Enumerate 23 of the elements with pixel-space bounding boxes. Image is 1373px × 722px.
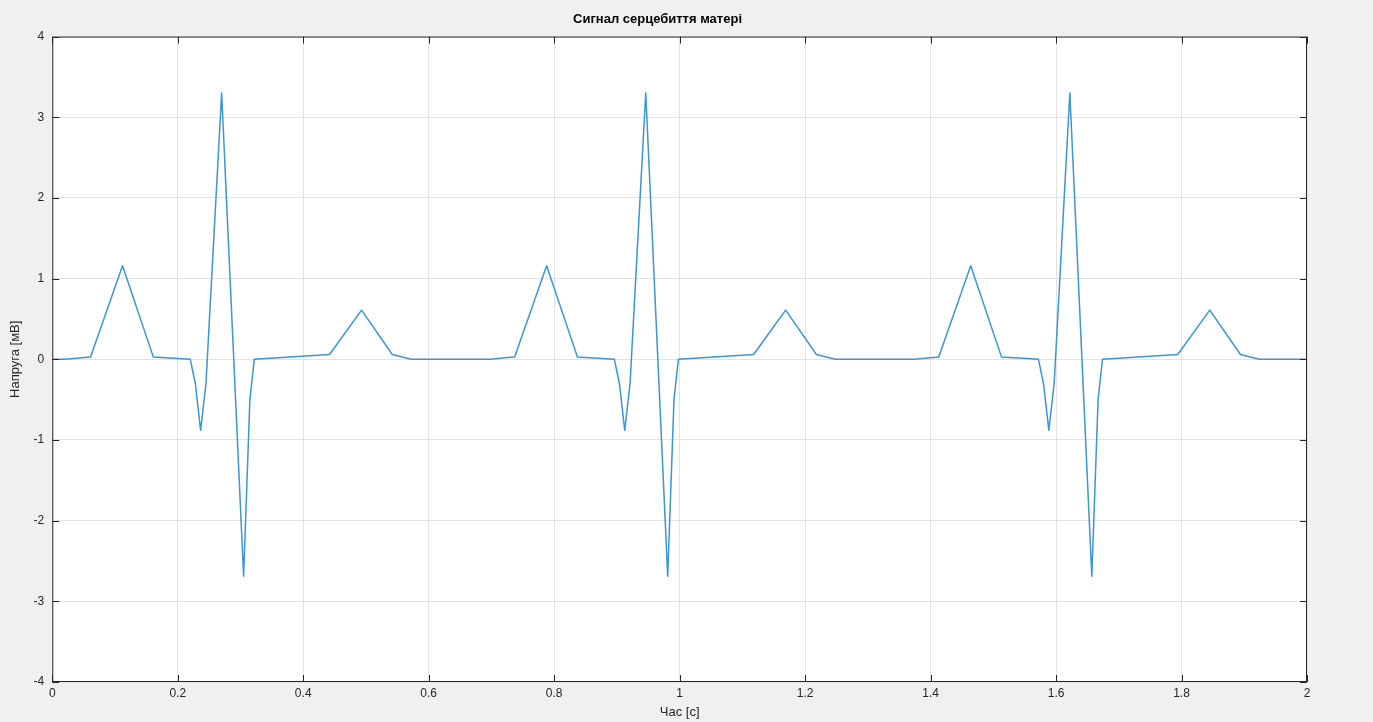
x-tick-label: 1 — [676, 685, 684, 700]
y-tick-label: 1 — [37, 270, 45, 285]
x-tick-label: 1.8 — [1173, 685, 1191, 700]
x-tick-label: 0.2 — [169, 685, 187, 700]
y-tick-label: -1 — [33, 432, 45, 447]
y-tick-label: 4 — [37, 28, 45, 43]
y-tick-label: -4 — [33, 674, 45, 689]
x-tick-label: 1.4 — [922, 685, 940, 700]
x-axis-title: Час [c] — [659, 703, 700, 719]
y-tick-label: 2 — [37, 190, 45, 205]
x-tick-label: 1.6 — [1047, 685, 1065, 700]
x-tick-label: 0.6 — [420, 685, 438, 700]
y-tick-label: -2 — [33, 512, 45, 527]
chart-title: Сигнал серцебиття матері — [573, 11, 742, 27]
x-tick-label: 1.2 — [796, 685, 814, 700]
x-tick-label: 0.4 — [294, 685, 312, 700]
x-tick-label: 2 — [1303, 685, 1311, 700]
y-tick-label: 3 — [37, 109, 45, 124]
y-tick-label: -3 — [33, 593, 45, 608]
y-axis-title: Напруга [мВ] — [7, 320, 23, 398]
y-tick-label: 0 — [37, 351, 45, 366]
x-tick-label: 0 — [48, 685, 56, 700]
x-tick-label: 0.8 — [545, 685, 563, 700]
